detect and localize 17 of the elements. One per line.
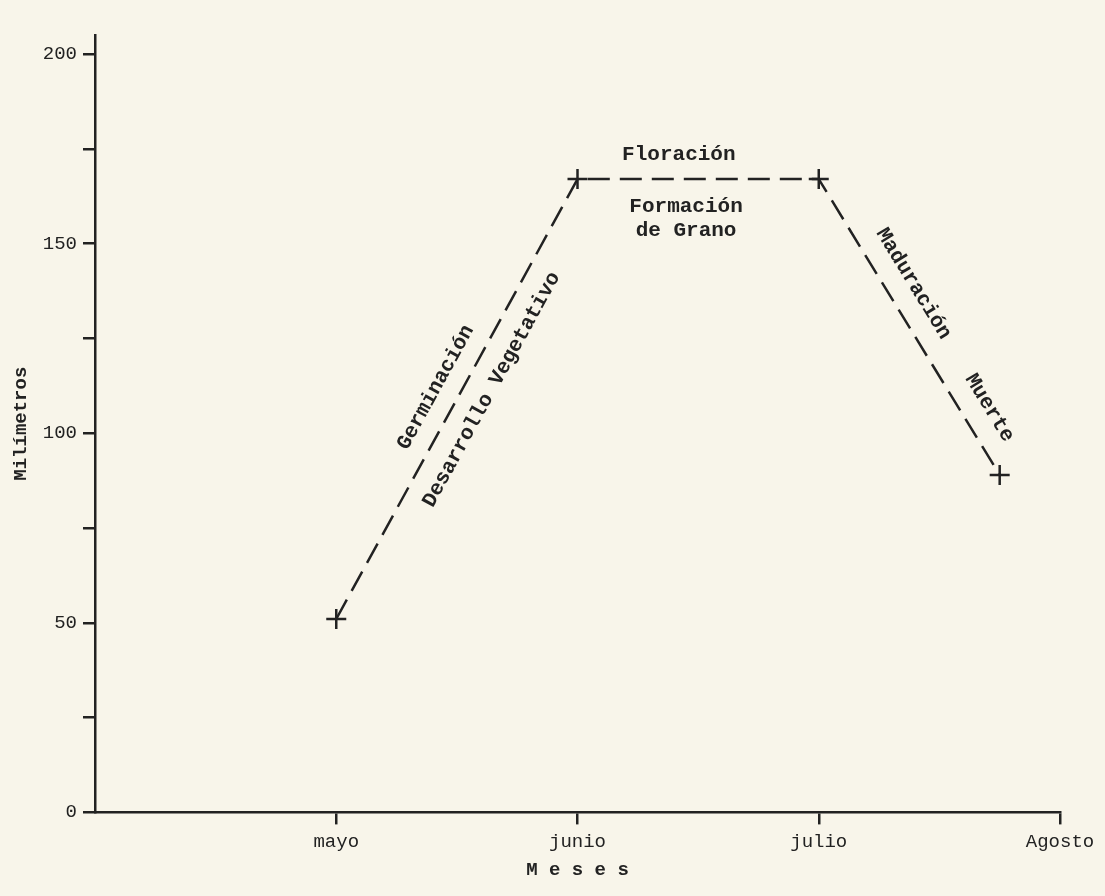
annotation: Floración (622, 143, 736, 167)
y-axis-title: Milímetros (10, 366, 33, 481)
y-tick-label: 0 (65, 801, 78, 824)
point (325, 607, 348, 631)
x-tick-label: julio (790, 830, 848, 853)
y-tick-label: 150 (42, 232, 78, 255)
x-tick-label: mayo (313, 830, 360, 853)
x-axis-title: M e s e s (526, 859, 629, 882)
point (807, 167, 830, 191)
x-tick-label: junio (548, 830, 607, 853)
annotation: Formación de Grano (629, 195, 743, 243)
point (566, 167, 589, 191)
x-tick-label: Agosto (1025, 830, 1095, 853)
y-tick-label: 100 (42, 422, 78, 445)
point (988, 463, 1011, 487)
y-tick-label: 50 (54, 611, 78, 634)
y-tick-label: 200 (42, 42, 78, 65)
